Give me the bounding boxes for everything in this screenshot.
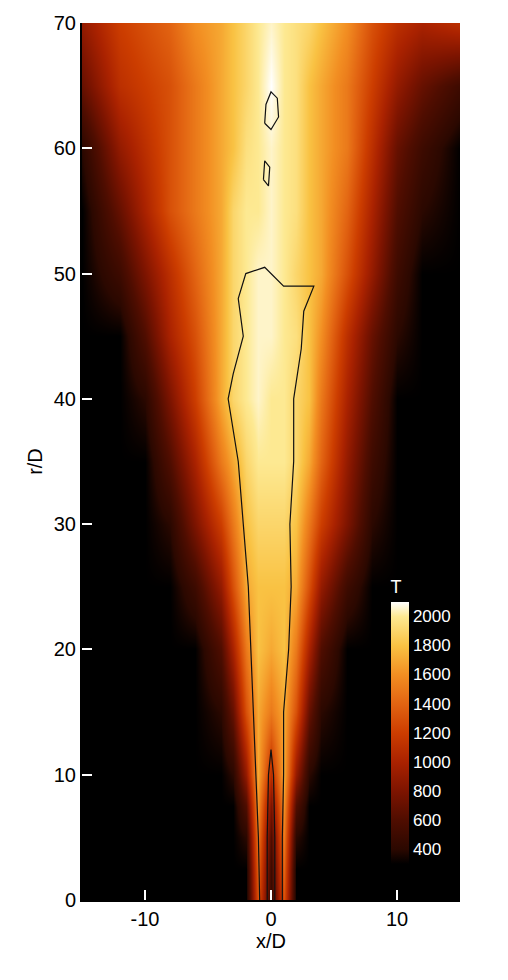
svg-text:600: 600 [413,811,441,830]
svg-text:1000: 1000 [413,753,451,772]
svg-text:1800: 1800 [413,636,451,655]
svg-text:800: 800 [413,782,441,801]
svg-text:70: 70 [54,12,76,34]
svg-text:x/D: x/D [256,930,286,952]
svg-text:1200: 1200 [413,724,451,743]
svg-text:T: T [391,577,402,597]
svg-text:1600: 1600 [413,665,451,684]
svg-text:-10: -10 [131,908,160,930]
svg-text:2000: 2000 [413,607,451,626]
svg-text:1400: 1400 [413,695,451,714]
svg-text:0: 0 [265,908,276,930]
svg-text:r/D: r/D [24,448,46,475]
svg-text:40: 40 [54,388,76,410]
svg-text:20: 20 [54,638,76,660]
svg-text:60: 60 [54,137,76,159]
svg-text:10: 10 [54,764,76,786]
svg-text:30: 30 [54,513,76,535]
svg-text:0: 0 [65,889,76,911]
svg-text:50: 50 [54,263,76,285]
svg-text:10: 10 [386,908,408,930]
svg-text:400: 400 [413,840,441,859]
